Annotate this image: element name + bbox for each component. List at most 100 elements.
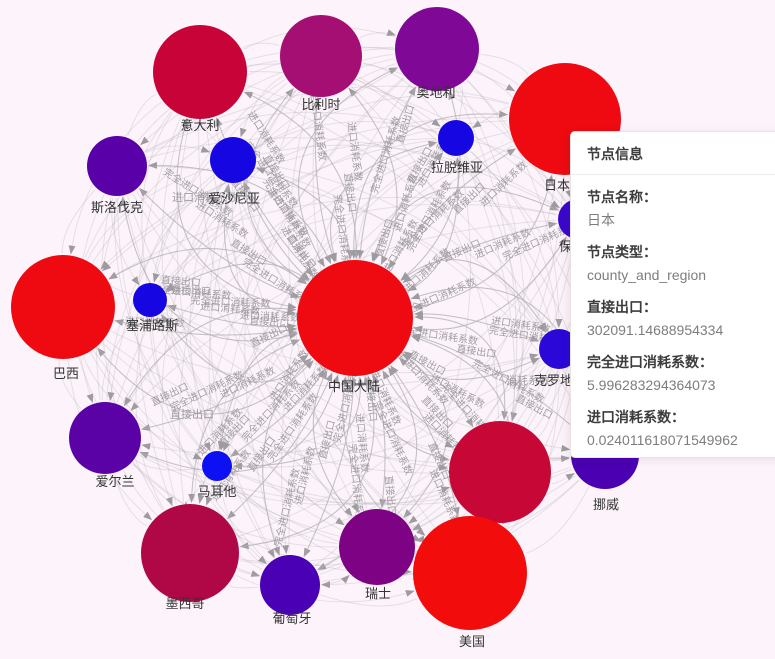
edge [246, 88, 307, 285]
edge [321, 574, 350, 585]
edge [242, 42, 280, 49]
edge [551, 472, 575, 485]
edge [257, 144, 561, 209]
edge [358, 76, 553, 329]
node-switzerland[interactable] [339, 509, 415, 585]
node-slovakia[interactable] [87, 136, 147, 196]
node-cyprus[interactable] [133, 283, 167, 317]
edge [240, 75, 284, 138]
edge [402, 353, 449, 518]
edge [219, 482, 265, 567]
edge [176, 119, 274, 559]
tooltip-row-full-import-coef: 完全进口消耗系数： 5.996283294364073 [587, 353, 775, 395]
tooltip-row-label: 进口消耗系数： [587, 409, 685, 425]
edge-label: 直接出口 [171, 283, 211, 298]
node-unlabeled[interactable] [449, 421, 551, 523]
edge [312, 370, 353, 517]
edge [350, 113, 508, 259]
edge [145, 111, 438, 153]
edge [116, 69, 399, 403]
edge [398, 157, 471, 514]
edge [121, 197, 299, 342]
tooltip-row-value: 0.024011618071549962 [587, 432, 738, 448]
edge [467, 80, 563, 328]
edge [150, 318, 267, 565]
node-label-usa: 美国 [459, 634, 485, 649]
edge [414, 174, 554, 308]
edge [372, 374, 386, 508]
edge [254, 121, 437, 149]
edge [238, 238, 569, 537]
edge [135, 459, 201, 471]
node-malta[interactable] [202, 451, 232, 481]
edge [107, 82, 288, 402]
node-italy[interactable] [153, 25, 247, 119]
edge [255, 167, 352, 259]
edge-label: 进口消耗系数 [172, 190, 238, 204]
edge [198, 120, 217, 142]
edge [465, 155, 523, 421]
edge [58, 360, 82, 410]
edge [411, 333, 579, 432]
edge [198, 120, 351, 518]
edge [149, 318, 206, 455]
node-croatia[interactable] [539, 329, 579, 369]
edge [303, 377, 358, 557]
node-label-cyprus: 塞浦路斯 [126, 318, 178, 333]
edge [363, 63, 566, 202]
edge-label: 消耗系数 [506, 373, 550, 387]
edge-label: 直接出口 [160, 273, 201, 289]
edge [208, 90, 297, 450]
edge [61, 189, 96, 254]
edge [108, 196, 557, 280]
edge [400, 90, 461, 281]
edge [218, 77, 404, 450]
edge [183, 478, 207, 511]
edge [230, 368, 326, 457]
edge [147, 137, 559, 209]
node-portugal[interactable] [260, 555, 320, 615]
node-label-china: 中国大陆 [328, 379, 380, 394]
node-latvia[interactable] [438, 120, 474, 156]
edge [102, 117, 508, 272]
edge [373, 186, 559, 262]
tooltip-row-label: 直接出口： [587, 299, 657, 315]
node-belgium[interactable] [280, 15, 362, 97]
node-label-switzerland: 瑞士 [365, 586, 391, 601]
edge [233, 376, 365, 467]
edge [348, 87, 398, 265]
edge [504, 524, 507, 528]
edge [114, 197, 207, 454]
edge [209, 184, 275, 558]
node-label-italy: 意大利 [180, 118, 219, 133]
node-usa[interactable] [413, 516, 527, 630]
edge [114, 474, 147, 527]
node-label-mexico: 墨西哥 [165, 596, 204, 611]
edge [145, 145, 211, 154]
edge [148, 161, 332, 264]
node-china[interactable] [297, 260, 413, 376]
node-label-norway: 挪威 [593, 497, 619, 512]
node-austria[interactable] [395, 7, 479, 91]
edge [95, 111, 172, 401]
edge [364, 377, 450, 462]
edge [314, 98, 336, 263]
edge [127, 93, 157, 137]
edge [165, 203, 557, 291]
tooltip-row-name: 节点名称： 日本 [587, 188, 775, 230]
edge [141, 112, 173, 282]
edge [240, 365, 546, 548]
tooltip-row-direct-export: 直接出口： 302091.14688954334 [587, 298, 775, 340]
edge [390, 365, 459, 516]
edge [458, 86, 526, 422]
node-estonia[interactable] [210, 137, 256, 183]
node-brazil[interactable] [11, 255, 115, 359]
edge [244, 94, 304, 555]
node-mexico[interactable] [141, 504, 239, 602]
edge [156, 317, 342, 531]
edge [262, 358, 312, 556]
edge [257, 163, 547, 333]
tooltip-row-label: 完全进口消耗系数： [587, 354, 713, 370]
node-ireland[interactable] [69, 402, 141, 474]
